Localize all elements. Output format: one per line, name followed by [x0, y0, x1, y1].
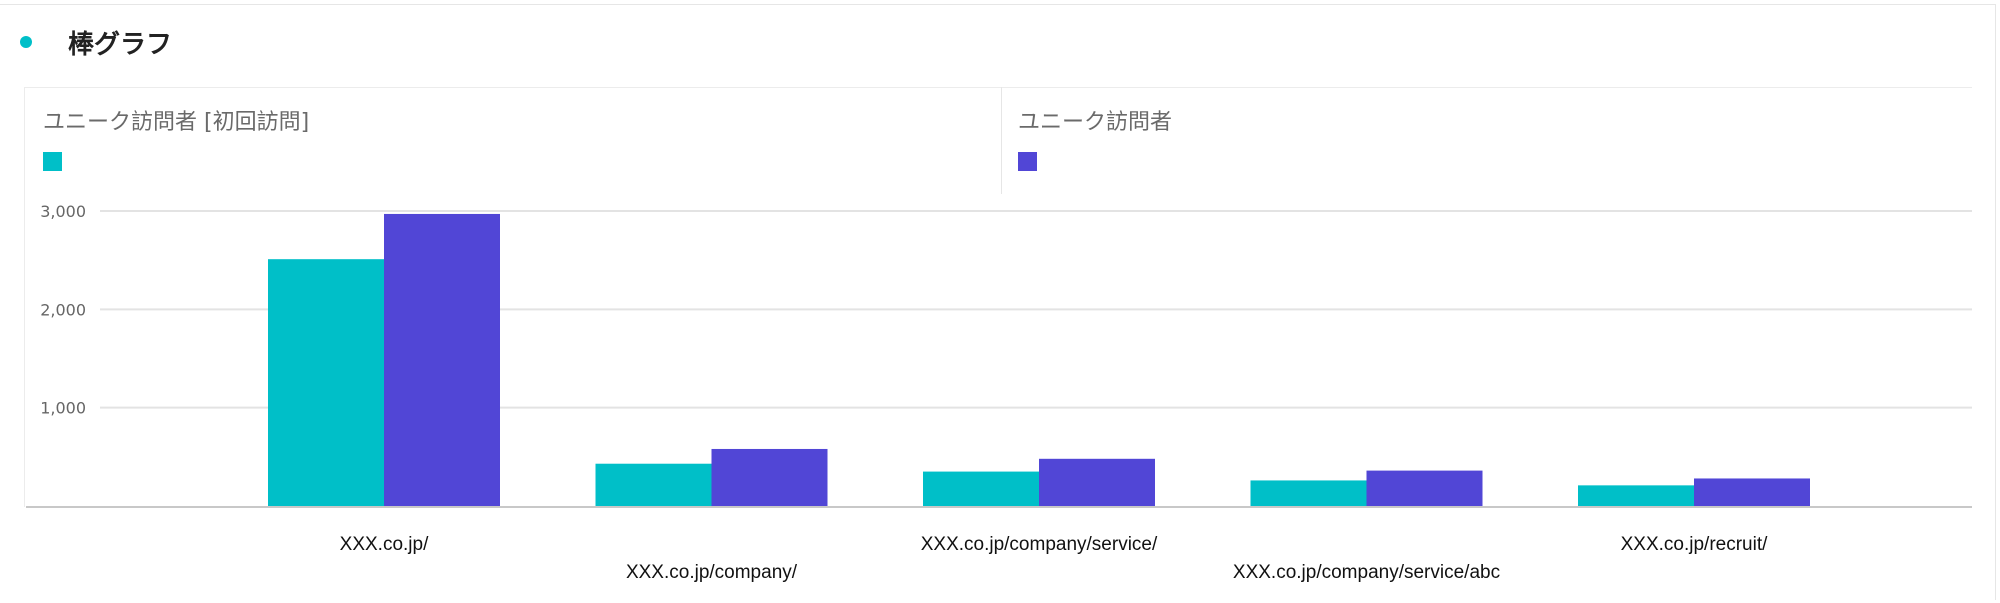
bar-unique-visitors — [711, 448, 828, 506]
bar-first-visit — [595, 463, 712, 506]
y-tick-label: 2,000 — [40, 300, 86, 319]
y-tick-label: 3,000 — [40, 202, 86, 221]
legend-swatch-unique-visitors — [1018, 152, 1037, 171]
bar-first-visit — [268, 259, 384, 506]
legend-swatch-first-visit — [43, 152, 62, 171]
legend-label-unique-visitors: ユニーク訪問者 — [1018, 110, 1173, 135]
bar-unique-visitors — [1039, 458, 1155, 506]
x-category-label: XXX.co.jp/company/service/abc — [1233, 562, 1500, 583]
legend-item-first-visit[interactable]: ユニーク訪問者 [初回訪問] — [43, 104, 309, 171]
legend-item-unique-visitors[interactable]: ユニーク訪問者 — [1018, 104, 1172, 171]
chart-title: 棒グラフ — [68, 29, 173, 60]
x-category-label: XXX.co.jp/ — [340, 534, 429, 555]
chart-header: 棒グラフ — [20, 24, 172, 60]
title-bullet — [20, 36, 32, 48]
chart-card — [0, 4, 1996, 600]
bar-first-visit — [1250, 480, 1367, 506]
x-category-label: XXX.co.jp/company/service/ — [921, 534, 1158, 555]
x-category-label: XXX.co.jp/company/ — [626, 562, 798, 583]
chart-panel — [24, 87, 1972, 507]
bar-first-visit — [923, 471, 1039, 506]
legend-divider — [1001, 87, 1002, 194]
bar-unique-visitors — [384, 213, 500, 506]
x-category-label: XXX.co.jp/recruit/ — [1621, 534, 1768, 555]
bar-unique-visitors — [1694, 478, 1810, 506]
y-tick-label: 1,000 — [40, 399, 86, 418]
bar-first-visit — [1578, 485, 1694, 506]
bar-unique-visitors — [1366, 470, 1483, 506]
legend-label-first-visit: ユニーク訪問者 [初回訪問] — [43, 110, 310, 135]
